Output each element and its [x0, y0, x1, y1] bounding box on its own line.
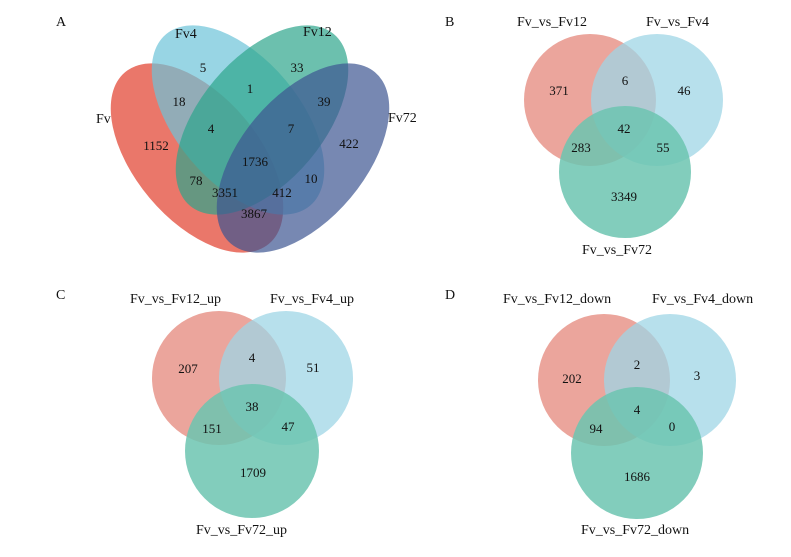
count-fv-fv72: 3867 — [241, 206, 268, 221]
count-d-bc: 0 — [669, 419, 676, 434]
panel-c: C Fv_vs_Fv12_up Fv_vs_Fv4_up Fv_vs_Fv72_… — [56, 288, 354, 538]
count-c-a-only: 207 — [178, 361, 198, 376]
set-label-fv-vs-fv72-down: Fv_vs_Fv72_down — [581, 523, 689, 538]
set-label-fv-vs-fv12: Fv_vs_Fv12 — [517, 15, 587, 30]
set-label-fv-vs-fv4-up: Fv_vs_Fv4_up — [270, 292, 354, 307]
count-b-ab: 6 — [622, 73, 629, 88]
set-label-fv: Fv — [96, 112, 111, 127]
count-b-ac: 283 — [571, 140, 591, 155]
panel-c-letter: C — [56, 288, 65, 303]
circle-fv-vs-fv72-up — [185, 384, 319, 518]
panel-a-letter: A — [56, 15, 67, 30]
panel-a: A Fv Fv4 Fv12 Fv72 5 33 1 18 39 4 7 422 … — [56, 15, 417, 253]
count-b-b-only: 46 — [678, 83, 692, 98]
count-d-ab: 2 — [634, 357, 641, 372]
count-fv72-only: 422 — [339, 136, 359, 151]
count-b-abc: 42 — [618, 121, 631, 136]
count-fv-fv12-fv72: 3351 — [212, 185, 238, 200]
set-label-fv-vs-fv4-down: Fv_vs_Fv4_down — [652, 292, 753, 307]
count-fv4-fv72: 10 — [305, 171, 318, 186]
panel-d-letter: D — [445, 288, 455, 303]
set-label-fv-vs-fv12-up: Fv_vs_Fv12_up — [130, 292, 221, 307]
set-label-fv4: Fv4 — [175, 27, 197, 42]
ellipse-fv72 — [216, 63, 390, 253]
count-d-c-only: 1686 — [624, 469, 651, 484]
count-d-b-only: 3 — [694, 368, 701, 383]
panel-b: B Fv_vs_Fv12 Fv_vs_Fv4 Fv_vs_Fv72 371 6 … — [445, 15, 723, 258]
count-b-c-only: 3349 — [611, 189, 637, 204]
count-fv12-fv72: 39 — [318, 94, 331, 109]
count-d-ac: 94 — [590, 421, 604, 436]
count-d-a-only: 202 — [562, 371, 582, 386]
count-fv-fv4-fv72: 412 — [272, 185, 292, 200]
count-fv-fv12: 78 — [190, 173, 203, 188]
count-c-ac: 151 — [202, 421, 222, 436]
set-label-fv72: Fv72 — [388, 111, 417, 126]
count-c-ab: 4 — [249, 350, 256, 365]
count-all: 1736 — [242, 154, 269, 169]
count-b-bc: 55 — [657, 140, 670, 155]
set-label-fv-vs-fv72-up: Fv_vs_Fv72_up — [196, 523, 287, 538]
count-fv4-fv12-fv72: 7 — [288, 121, 295, 136]
circle-fv-vs-fv72 — [559, 106, 691, 238]
count-fv4-fv12: 1 — [247, 81, 254, 96]
count-c-b-only: 51 — [307, 360, 320, 375]
count-d-abc: 4 — [634, 402, 641, 417]
panel-d: D Fv_vs_Fv12_down Fv_vs_Fv4_down Fv_vs_F… — [445, 288, 753, 538]
count-c-c-only: 1709 — [240, 465, 266, 480]
count-fv12-only: 33 — [291, 60, 304, 75]
count-fv-fv4-fv12: 4 — [208, 121, 215, 136]
set-label-fv-vs-fv12-down: Fv_vs_Fv12_down — [503, 292, 611, 307]
set-label-fv-vs-fv72: Fv_vs_Fv72 — [582, 243, 652, 258]
count-c-bc: 47 — [282, 419, 296, 434]
count-fv-only: 1152 — [143, 138, 169, 153]
panel-b-letter: B — [445, 15, 454, 30]
count-fv4-only: 5 — [200, 60, 207, 75]
count-fv-fv4: 18 — [173, 94, 186, 109]
circle-fv-vs-fv72-down — [571, 387, 703, 519]
count-c-abc: 38 — [246, 399, 259, 414]
set-label-fv-vs-fv4: Fv_vs_Fv4 — [646, 15, 709, 30]
count-b-a-only: 371 — [549, 83, 569, 98]
set-label-fv12: Fv12 — [303, 25, 332, 40]
